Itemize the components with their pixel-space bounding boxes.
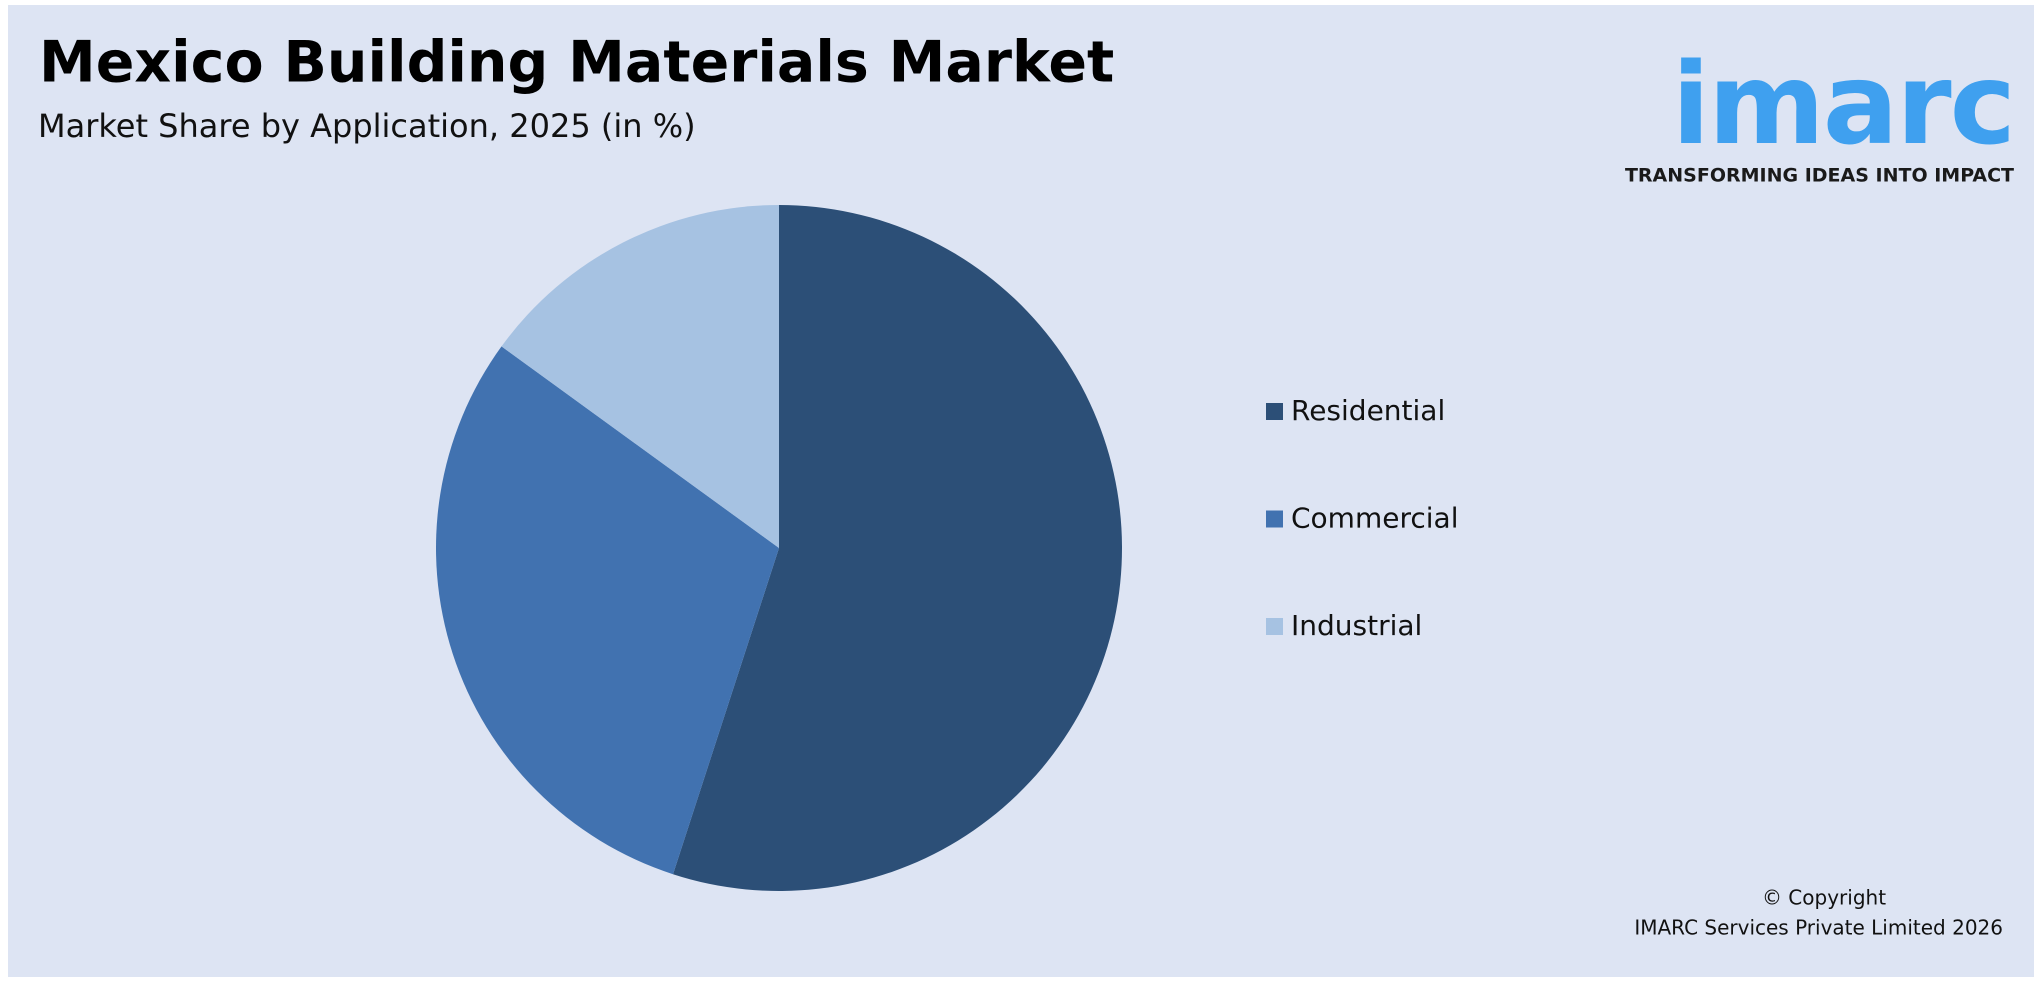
logo: imarc — [1672, 40, 2014, 170]
legend-swatch — [1266, 510, 1283, 528]
tagline: TRANSFORMING IDEAS INTO IMPACT — [1625, 165, 2014, 187]
copyright: IMARC Services Private Limited 2026 — [1634, 916, 2003, 940]
chart-title: Mexico Building Materials Market — [39, 30, 1114, 96]
legend-label: Industrial — [1291, 609, 1422, 642]
copyright: © Copyright — [1762, 886, 1886, 910]
pie-slice — [501, 205, 779, 548]
pie-slice — [673, 205, 1122, 891]
legend-label: Residential — [1291, 394, 1445, 427]
legend-swatch — [1266, 618, 1283, 635]
legend-swatch — [1266, 403, 1283, 420]
chart-subtitle: Market Share by Application, 2025 (in %) — [38, 107, 696, 145]
legend-label: Commercial — [1291, 502, 1458, 535]
pie-slice — [435, 346, 779, 875]
